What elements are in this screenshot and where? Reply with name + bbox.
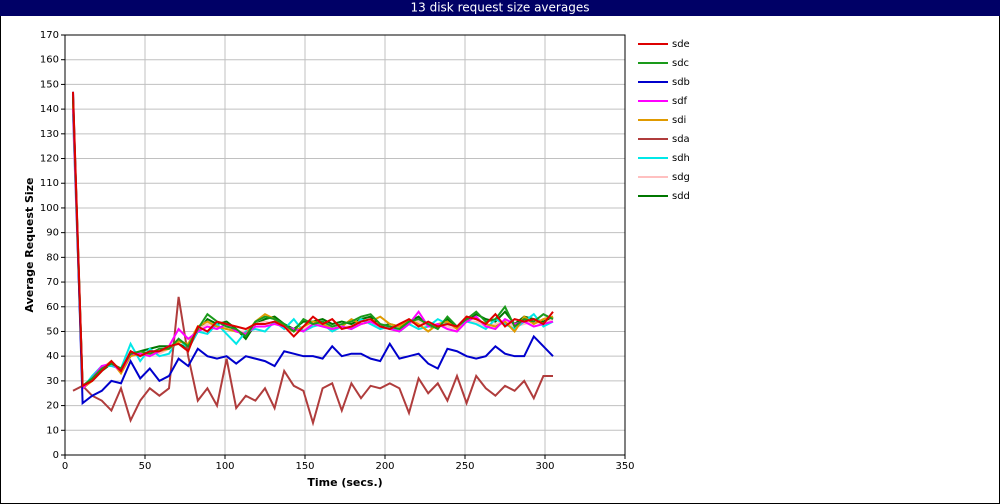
y-tick-label: 40 [46, 351, 59, 362]
y-tick-label: 10 [46, 425, 59, 436]
x-tick-label: 100 [215, 461, 234, 472]
title-bar [0, 0, 1000, 16]
y-tick-label: 30 [46, 376, 59, 387]
x-tick-label: 250 [455, 461, 474, 472]
legend-label: sdb [672, 77, 690, 88]
legend-label: sdc [672, 58, 689, 69]
plot-border [64, 34, 626, 456]
y-tick-label: 150 [40, 79, 59, 90]
y-tick-label: 50 [46, 326, 59, 337]
series-line [72, 91, 554, 406]
y-tick-label: 60 [46, 302, 59, 313]
y-tick-label: 170 [40, 30, 59, 41]
x-tick-label: 150 [295, 461, 314, 472]
legend-label: sdd [672, 191, 690, 202]
y-tick-label: 110 [40, 178, 59, 189]
x-axis-label: Time (secs.) [307, 476, 382, 489]
y-tick-label: 120 [40, 154, 59, 165]
y-tick-label: 160 [40, 55, 59, 66]
x-tick-label: 50 [139, 461, 152, 472]
legend-label: sdi [672, 115, 686, 126]
x-tick-label: 300 [535, 461, 554, 472]
legend-label: sde [672, 39, 690, 50]
series-line [72, 296, 553, 427]
y-tick-label: 70 [46, 277, 59, 288]
x-tick-label: 200 [375, 461, 394, 472]
y-tick-label: 130 [40, 129, 59, 140]
legend-label: sdf [672, 96, 688, 107]
x-tick-label: 0 [62, 461, 68, 472]
y-tick-label: 0 [53, 450, 59, 461]
legend-label: sdh [672, 153, 690, 164]
legend-label: sdg [672, 172, 690, 183]
x-tick-label: 350 [615, 461, 634, 472]
y-tick-label: 20 [46, 401, 59, 412]
y-tick-label: 100 [40, 203, 59, 214]
y-axis-label: Average Request Size [23, 177, 36, 312]
y-tick-label: 140 [40, 104, 59, 115]
y-tick-label: 90 [46, 228, 59, 239]
chart-title: 13 disk request size averages [411, 1, 590, 15]
y-tick-label: 80 [46, 252, 59, 263]
legend-label: sda [672, 134, 690, 145]
series-line [72, 91, 554, 388]
